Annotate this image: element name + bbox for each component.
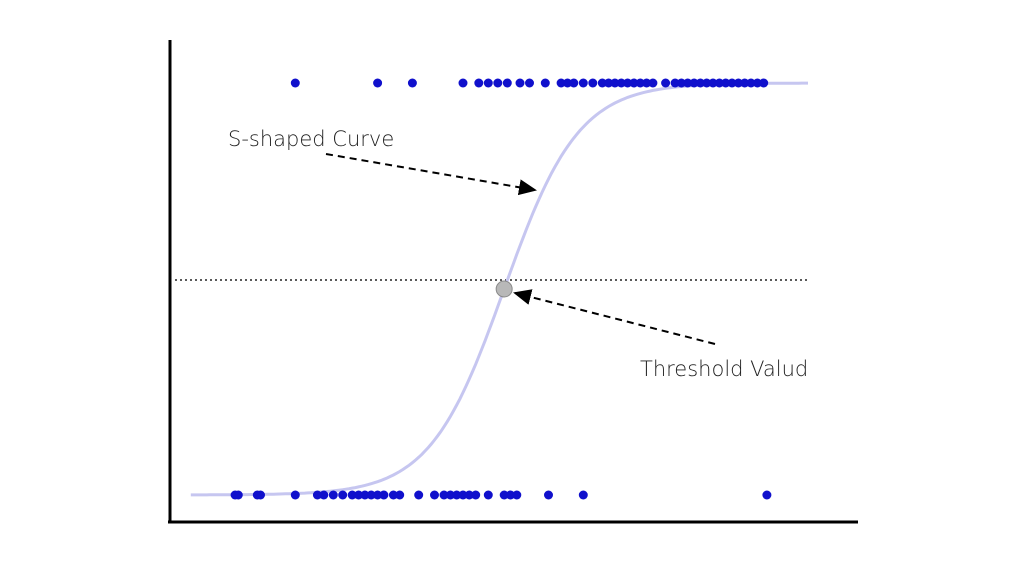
data-point: [597, 78, 607, 88]
data-point: [695, 78, 705, 88]
data-point: [379, 490, 389, 500]
data-point: [493, 78, 503, 88]
data-point: [414, 490, 424, 500]
data-point: [578, 78, 588, 88]
data-point: [544, 490, 553, 500]
data-point: [373, 490, 383, 500]
data-point: [689, 78, 699, 88]
data-point: [733, 78, 743, 88]
data-point: [439, 490, 449, 500]
data-point: [483, 78, 493, 88]
data-point: [366, 490, 376, 500]
data-point: [578, 490, 588, 500]
data-point: [512, 490, 522, 500]
data-point: [670, 78, 680, 88]
data-point: [430, 490, 439, 500]
data-point: [683, 78, 693, 88]
threshold-point: [495, 280, 513, 298]
data-point: [407, 78, 417, 88]
data-point: [648, 78, 658, 88]
data-point: [569, 78, 579, 88]
data-point: [556, 78, 566, 88]
threshold-annotation: Threshold Valud: [640, 357, 808, 381]
data-point: [740, 78, 750, 88]
data-point: [642, 78, 652, 88]
threshold-arrow: [513, 289, 716, 345]
data-point: [563, 78, 572, 88]
data-point: [752, 78, 762, 88]
data-point: [604, 78, 614, 88]
data-point: [458, 78, 468, 88]
data-point: [233, 490, 243, 500]
data-point: [714, 78, 724, 88]
data-point: [360, 490, 370, 500]
data-point: [610, 78, 620, 88]
data-point: [721, 78, 731, 88]
data-point: [525, 78, 534, 88]
data-point: [388, 490, 398, 500]
data-point: [540, 78, 550, 88]
data-point: [708, 78, 718, 88]
data-point: [746, 78, 756, 88]
data-point: [702, 78, 712, 88]
data-point: [474, 78, 484, 88]
curve-arrow: [325, 153, 537, 196]
data-point: [762, 490, 772, 500]
data-point: [499, 490, 509, 500]
data-point: [661, 78, 671, 88]
data-point: [354, 490, 364, 500]
data-point: [328, 490, 338, 500]
data-point: [471, 490, 481, 500]
data-point: [312, 490, 322, 500]
data-point: [676, 78, 686, 88]
data-point: [464, 490, 474, 500]
data-point: [588, 78, 598, 88]
data-point: [759, 78, 769, 88]
data-point: [623, 78, 633, 88]
data-point: [338, 490, 348, 500]
data-point: [445, 490, 455, 500]
data-point: [616, 78, 626, 88]
data-point: [515, 78, 525, 88]
data-point: [502, 78, 512, 88]
data-point: [629, 78, 639, 88]
data-point: [256, 490, 265, 500]
data-point: [373, 78, 383, 88]
data-point: [458, 490, 468, 500]
data-point: [319, 490, 329, 500]
data-point: [452, 490, 462, 500]
curve-annotation: S-shaped Curve: [228, 127, 394, 151]
data-point: [395, 490, 405, 500]
data-point: [290, 78, 300, 88]
data-point: [635, 78, 645, 88]
data-points: [230, 78, 772, 500]
data-point: [483, 490, 493, 500]
data-point: [347, 490, 357, 500]
data-point: [727, 78, 737, 88]
data-point: [506, 490, 515, 500]
data-point: [290, 490, 300, 500]
